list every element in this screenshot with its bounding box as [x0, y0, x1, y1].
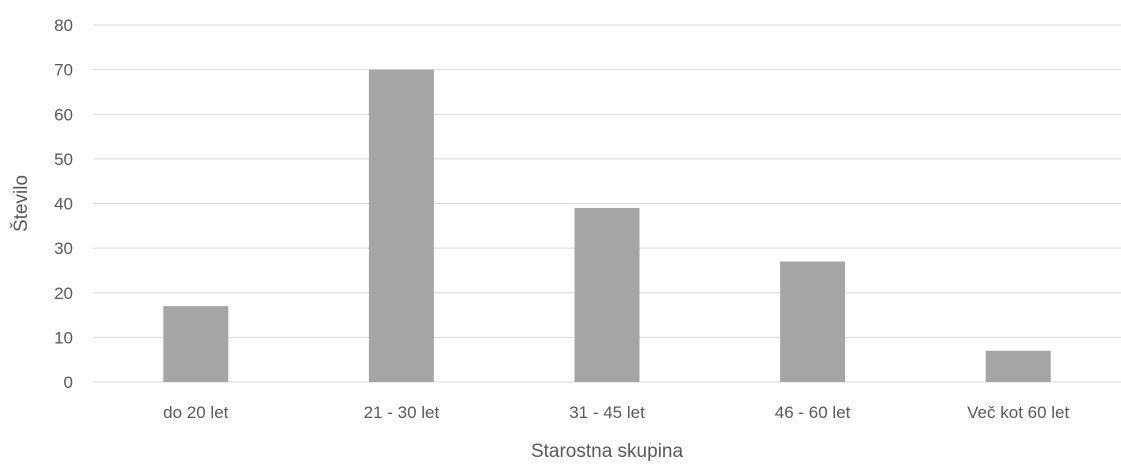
bar	[163, 306, 229, 382]
gridlines	[93, 24, 1121, 383]
bars	[163, 69, 1051, 382]
x-tick-label: 21 - 30 let	[364, 403, 440, 422]
x-axis-ticks: do 20 let 21 - 30 let 31 - 45 let 46 - 60 l…	[163, 403, 1069, 422]
y-tick-label: 30	[54, 239, 73, 258]
x-tick-label: Več kot 60 let	[967, 403, 1069, 422]
bar	[985, 350, 1051, 382]
bar	[368, 69, 434, 382]
y-tick-label: 50	[54, 150, 73, 169]
x-axis-title: Starostna skupina	[531, 441, 684, 462]
y-tick-label: 10	[54, 328, 73, 347]
y-axis-ticks: 0 10 20 30 40 50 60 70 80	[54, 16, 73, 392]
x-tick-label: 31 - 45 let	[569, 403, 645, 422]
bar	[780, 261, 846, 382]
bar	[574, 207, 640, 382]
x-tick-label: 46 - 60 let	[775, 403, 851, 422]
y-tick-label: 60	[54, 105, 73, 124]
y-tick-label: 0	[64, 373, 73, 392]
y-tick-label: 70	[54, 61, 73, 80]
y-tick-label: 20	[54, 284, 73, 303]
x-tick-label: do 20 let	[163, 403, 228, 422]
y-axis-title: Število	[10, 175, 32, 232]
y-tick-label: 80	[54, 16, 73, 35]
y-tick-label: 40	[54, 195, 73, 214]
